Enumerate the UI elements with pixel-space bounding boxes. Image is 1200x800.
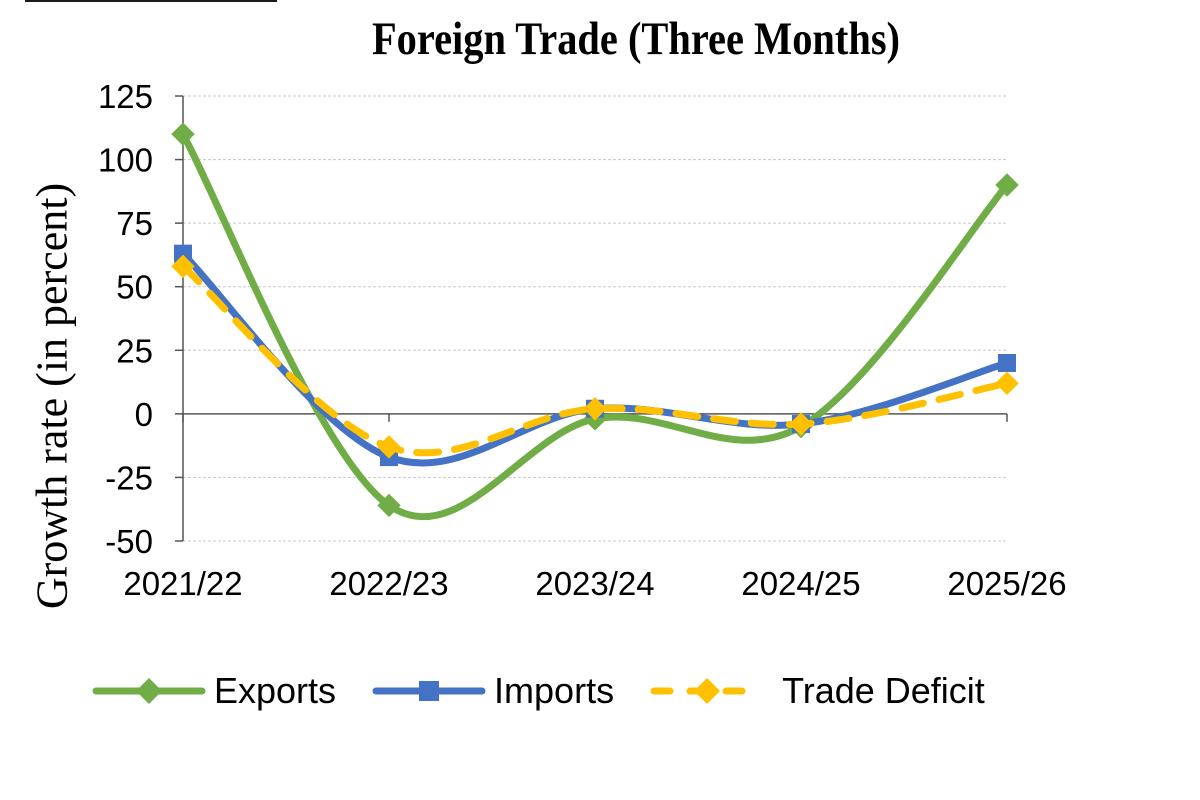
diamond-marker <box>377 435 401 459</box>
legend-label: Trade Deficit <box>772 670 985 711</box>
x-axis-ticks: 2021/22 2022/23 2023/24 2024/25 2025/26 <box>123 413 1067 602</box>
x-tick-label: 2022/23 <box>329 565 448 602</box>
series-line <box>179 130 1011 521</box>
y-tick-label: 25 <box>116 332 153 369</box>
y-tick-label: 100 <box>98 142 153 179</box>
legend-item-exports: Exports <box>90 670 336 712</box>
series-lines <box>171 122 1019 521</box>
diamond-marker <box>694 678 721 704</box>
diamond-marker <box>171 254 195 279</box>
diamond-marker <box>995 173 1019 197</box>
diamond-legend-icon <box>92 678 206 704</box>
y-tick-label: 75 <box>116 205 153 242</box>
diamond-marker <box>995 371 1019 396</box>
series-line <box>179 262 1011 457</box>
y-tick-label: -50 <box>105 523 153 560</box>
series-exports <box>171 122 1019 521</box>
top-rule-divider <box>25 0 277 2</box>
legend-label: Imports <box>494 670 615 711</box>
diamond-legend-icon <box>650 678 764 704</box>
chart-title: Foreign Trade (Three Months) <box>371 13 901 65</box>
series-trade-deficit <box>171 254 1019 459</box>
diamond-marker <box>136 678 162 704</box>
diamond-marker <box>583 397 607 421</box>
y-tick-label: 0 <box>135 396 153 433</box>
legend-item-trade-deficit: Trade Deficit <box>648 670 985 712</box>
square-marker <box>998 354 1016 372</box>
y-tick-label: 125 <box>98 78 153 115</box>
diamond-marker <box>377 493 401 518</box>
legend: Exports Imports Trade Deficit <box>90 670 1019 712</box>
series-imports <box>174 244 1016 467</box>
axes <box>182 96 1007 541</box>
series-line <box>179 250 1011 467</box>
square-legend-icon <box>372 681 486 701</box>
y-tick-label: 50 <box>116 269 153 306</box>
x-tick-label: 2025/26 <box>947 565 1066 602</box>
square-marker <box>174 244 192 263</box>
y-tick-label: -25 <box>105 459 153 496</box>
square-marker <box>419 681 440 701</box>
legend-item-imports: Imports <box>370 670 614 712</box>
x-tick-label: 2021/22 <box>123 565 242 602</box>
diamond-marker <box>789 412 813 436</box>
x-tick-label: 2024/25 <box>741 565 860 602</box>
x-tick-label: 2023/24 <box>535 565 654 602</box>
y-axis-ticks: 125 100 75 50 25 0 -25 -50 <box>98 78 183 560</box>
legend-label: Exports <box>214 670 337 711</box>
gridlines <box>183 95 1007 542</box>
diamond-marker <box>171 122 195 146</box>
